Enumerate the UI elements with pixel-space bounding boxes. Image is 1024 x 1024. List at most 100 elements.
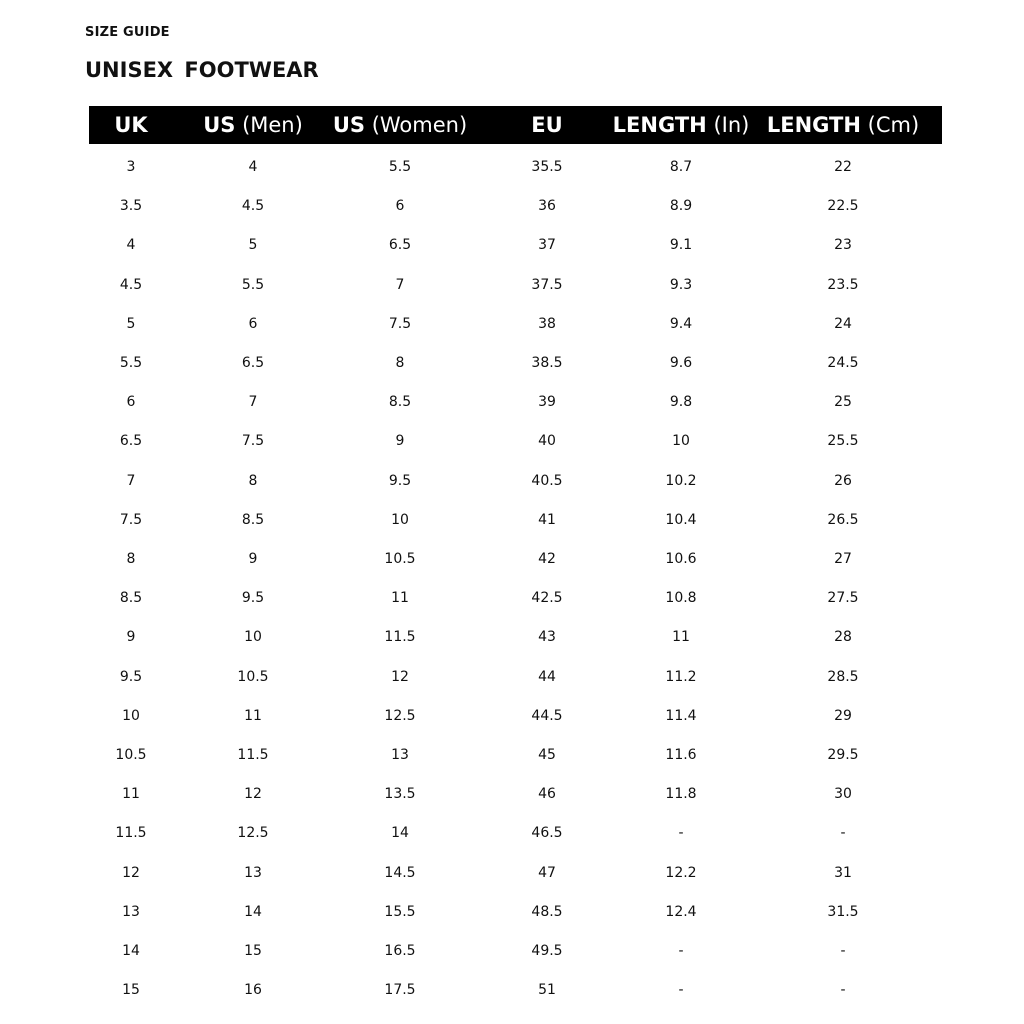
cell-length-cm: - xyxy=(840,982,846,999)
cell-us-women: 8 xyxy=(395,355,405,371)
cell-us-men: 11 xyxy=(244,707,262,724)
table-row: 15 16 17.5 51 - - xyxy=(89,980,942,1019)
cell-us-women: 11.5 xyxy=(384,629,416,646)
cell-length-cm: 27 xyxy=(834,551,852,567)
cell-us-women: 15.5 xyxy=(384,903,416,920)
column-header-us-women: US (Women) xyxy=(333,106,467,144)
cell-uk: 10 xyxy=(122,707,140,724)
cell-eu: 42 xyxy=(538,551,556,567)
column-header-main: UK xyxy=(114,113,148,137)
cell-uk: 5.5 xyxy=(119,355,143,371)
cell-eu: 37 xyxy=(538,237,556,254)
cell-uk: 11 xyxy=(122,786,140,803)
cell-us-women: 8.5 xyxy=(388,394,412,411)
cell-eu: 41 xyxy=(538,511,556,528)
table-row: 10.5 11.5 13 45 11.6 29.5 xyxy=(89,745,942,784)
cell-eu: 44 xyxy=(538,668,556,685)
column-header-main: EU xyxy=(531,113,563,137)
cell-length-cm: 28.5 xyxy=(827,668,859,685)
cell-uk: 9 xyxy=(126,629,136,646)
cell-uk: 4.5 xyxy=(119,276,143,293)
cell-length-cm: 28 xyxy=(834,629,852,646)
column-header-unit: (Men) xyxy=(242,113,303,137)
cell-uk: 9.5 xyxy=(119,668,143,685)
cell-uk: 6.5 xyxy=(119,433,143,450)
column-header-unit: (Cm) xyxy=(867,113,920,137)
cell-eu: 42.5 xyxy=(531,590,563,607)
cell-eu: 47 xyxy=(538,864,556,881)
table-row: 8.5 9.5 11 42.5 10.8 27.5 xyxy=(89,588,942,627)
cell-eu: 40 xyxy=(538,433,556,450)
cell-length-in: 11 xyxy=(672,629,690,646)
cell-length-cm: 31.5 xyxy=(827,903,859,920)
cell-us-women: 5.5 xyxy=(388,159,412,175)
cell-length-in: 9.8 xyxy=(669,394,693,411)
cell-eu: 35.5 xyxy=(531,159,563,175)
cell-length-in: - xyxy=(678,825,684,842)
cell-uk: 7 xyxy=(126,472,136,489)
table-row: 11.5 12.5 14 46.5 - - xyxy=(89,823,942,862)
table-row: 9.5 10.5 12 44 11.2 28.5 xyxy=(89,667,942,706)
cell-uk: 8.5 xyxy=(119,590,143,607)
table-row: 3 4 5.5 35.5 8.7 22 xyxy=(89,157,942,196)
cell-eu: 40.5 xyxy=(531,472,563,489)
cell-uk: 11.5 xyxy=(115,825,147,842)
cell-length-in: 12.4 xyxy=(665,903,697,920)
column-header-main: LENGTH xyxy=(612,113,707,137)
cell-eu: 48.5 xyxy=(531,903,563,920)
cell-length-in: 10.8 xyxy=(665,590,697,607)
table-row: 7.5 8.5 10 41 10.4 26.5 xyxy=(89,510,942,549)
cell-length-cm: 22.5 xyxy=(827,198,859,215)
cell-us-women: 12.5 xyxy=(384,707,416,724)
column-header-uk: UK xyxy=(114,106,147,144)
cell-length-cm: 23 xyxy=(834,237,852,254)
cell-length-in: 9.6 xyxy=(669,355,693,371)
cell-us-women: 11 xyxy=(391,590,409,607)
table-row: 5 6 7.5 38 9.4 24 xyxy=(89,314,942,353)
cell-us-women: 9.5 xyxy=(388,472,412,489)
cell-eu: 37.5 xyxy=(531,276,563,293)
cell-us-men: 12.5 xyxy=(237,825,269,842)
cell-length-cm: 29.5 xyxy=(827,747,859,763)
cell-us-men: 4 xyxy=(248,159,258,175)
cell-eu: 45 xyxy=(538,747,556,763)
cell-uk: 5 xyxy=(126,315,136,332)
cell-uk: 6 xyxy=(126,394,136,411)
cell-length-in: 11.8 xyxy=(665,786,697,803)
cell-length-in: 10 xyxy=(672,433,690,450)
cell-uk: 12 xyxy=(122,864,140,881)
cell-us-men: 6 xyxy=(248,315,258,332)
cell-us-men: 15 xyxy=(244,943,262,959)
table-row: 4.5 5.5 7 37.5 9.3 23.5 xyxy=(89,275,942,314)
cell-us-women: 10 xyxy=(391,511,409,528)
cell-us-women: 13.5 xyxy=(384,786,416,803)
cell-eu: 44.5 xyxy=(531,707,563,724)
cell-us-men: 14 xyxy=(244,903,262,920)
cell-us-men: 9.5 xyxy=(241,590,265,607)
cell-us-men: 8.5 xyxy=(241,511,265,528)
size-guide-label: SIZE GUIDE xyxy=(85,25,170,40)
column-header-length-cm: LENGTH (Cm) xyxy=(767,106,919,144)
table-row: 7 8 9.5 40.5 10.2 26 xyxy=(89,471,942,510)
cell-eu: 36 xyxy=(538,198,556,215)
column-header-us-men: US (Men) xyxy=(203,106,303,144)
cell-length-in: 9.1 xyxy=(669,237,693,254)
cell-us-women: 6.5 xyxy=(388,237,412,254)
cell-length-cm: 25.5 xyxy=(827,433,859,450)
cell-us-men: 13 xyxy=(244,864,262,881)
cell-us-women: 12 xyxy=(391,668,409,685)
table-row: 4 5 6.5 37 9.1 23 xyxy=(89,235,942,274)
cell-uk: 10.5 xyxy=(115,747,147,763)
cell-length-cm: 24 xyxy=(834,315,852,332)
cell-us-women: 14.5 xyxy=(384,864,416,881)
cell-length-cm: 26.5 xyxy=(827,511,859,528)
cell-us-women: 17.5 xyxy=(384,982,416,999)
cell-us-women: 13 xyxy=(391,747,409,763)
cell-us-women: 7.5 xyxy=(388,315,412,332)
cell-us-men: 6.5 xyxy=(241,355,265,371)
cell-us-women: 7 xyxy=(395,276,405,293)
cell-length-cm: 27.5 xyxy=(827,590,859,607)
cell-us-men: 7.5 xyxy=(241,433,265,450)
cell-length-in: 11.2 xyxy=(665,668,697,685)
cell-us-men: 9 xyxy=(248,551,258,567)
